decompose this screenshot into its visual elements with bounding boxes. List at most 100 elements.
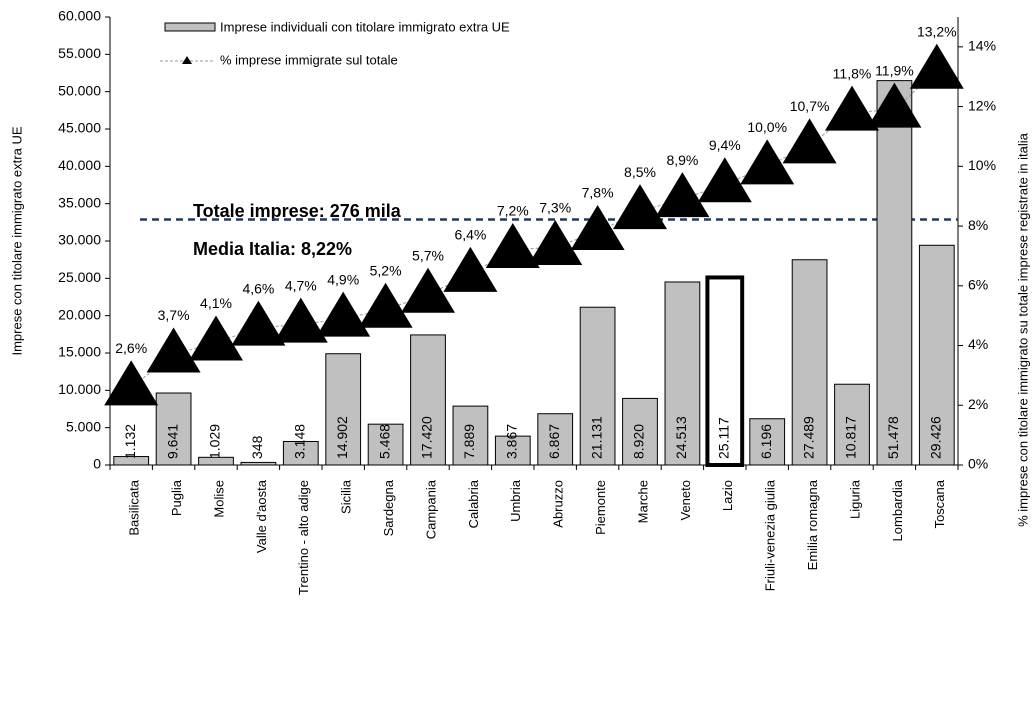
- bar-value-label: 6.196: [758, 424, 774, 459]
- marker: [231, 300, 286, 346]
- bar: [834, 383, 870, 466]
- legend-label: % imprese immigrate sul totale: [220, 52, 398, 67]
- bar-value-label: 5.468: [376, 424, 392, 459]
- x-tick-label: Marche: [635, 480, 650, 523]
- marker: [825, 85, 879, 131]
- bar-value-label: 24.513: [673, 416, 689, 459]
- y-tick-label: 20.000: [58, 306, 101, 322]
- legend-marker: [182, 56, 192, 64]
- point-label: 4,1%: [200, 295, 232, 311]
- x-tick-label: Campania: [423, 479, 438, 539]
- point-label: 2,6%: [115, 340, 147, 356]
- x-tick-label: Piemonte: [593, 480, 608, 535]
- point-label: 7,3%: [539, 200, 571, 216]
- marker: [358, 282, 413, 328]
- bar: [705, 275, 745, 468]
- bar-value-label: 27.489: [800, 416, 816, 459]
- x-tick-label: Friuli-venezia giulia: [763, 479, 778, 591]
- marker: [528, 219, 583, 265]
- bar: [452, 405, 489, 466]
- bar-value-label: 3.148: [292, 424, 308, 459]
- marker: [443, 246, 498, 292]
- bar: [664, 281, 701, 466]
- marker: [104, 360, 159, 406]
- x-tick-label: Veneto: [678, 480, 693, 521]
- x-tick-label: Sardegna: [381, 479, 396, 536]
- bar: [155, 392, 192, 466]
- point-label: 3,7%: [158, 307, 190, 323]
- point-label: 9,4%: [709, 137, 741, 153]
- y-tick-label: 50.000: [58, 82, 101, 98]
- y-tick-label: 60.000: [58, 8, 101, 24]
- y-tick-label: 10.000: [58, 381, 101, 397]
- x-tick-label: Molise: [211, 480, 226, 518]
- point-label: 13,2%: [917, 23, 957, 39]
- bar: [537, 413, 574, 466]
- bar-value-label: 348: [249, 435, 265, 459]
- bar-value-label: 29.426: [928, 416, 944, 459]
- bar: [579, 306, 616, 466]
- legend-label: Imprese individuali con titolare immigra…: [220, 19, 510, 34]
- point-label: 4,6%: [242, 280, 274, 296]
- point-label: 4,9%: [327, 271, 359, 287]
- point-label: 8,9%: [666, 152, 698, 168]
- marker: [485, 222, 540, 268]
- x-tick-label: Sicilia: [339, 479, 354, 514]
- bar: [876, 80, 913, 466]
- y2-tick-label: 0%: [968, 456, 988, 472]
- marker: [655, 172, 710, 218]
- y2-axis-title: % imprese con titolare immigrato su tota…: [1015, 132, 1030, 527]
- point-label: 11,8%: [833, 65, 872, 81]
- x-tick-label: Emilia romagna: [805, 479, 820, 570]
- y-tick-label: 15.000: [58, 344, 101, 360]
- annotation: Totale imprese: 276 mila: [193, 201, 402, 221]
- point-label: 5,2%: [370, 262, 402, 278]
- x-tick-label: Abruzzo: [551, 480, 566, 528]
- bar: [282, 440, 319, 466]
- point-label: 7,8%: [582, 185, 614, 201]
- y-tick-label: 25.000: [58, 269, 101, 285]
- y-tick-label: 45.000: [58, 120, 101, 136]
- y-axis-title: Imprese con titolare immigrato extra UE: [9, 126, 24, 355]
- x-tick-label: Puglia: [169, 479, 184, 516]
- point-label: 6,4%: [454, 227, 486, 243]
- bar: [198, 456, 234, 466]
- y2-tick-label: 12%: [968, 97, 996, 113]
- legend-swatch: [164, 22, 216, 32]
- point-label: 4,7%: [285, 277, 317, 293]
- bar: [367, 423, 404, 466]
- y2-tick-label: 4%: [968, 336, 988, 352]
- bar-value-label: 17.420: [419, 416, 435, 459]
- bar: [749, 418, 786, 466]
- bar-value-label: 25.117: [716, 417, 732, 459]
- x-tick-label: Valle d'aosta: [254, 479, 269, 553]
- x-tick-label: Calabria: [466, 479, 481, 528]
- bar: [918, 244, 955, 466]
- x-tick-label: Lazio: [720, 480, 735, 511]
- bar: [410, 334, 446, 466]
- bar-value-label: 3.867: [504, 424, 520, 459]
- bar-value-label: 9.641: [164, 424, 180, 459]
- bar: [113, 456, 150, 466]
- y-tick-label: 55.000: [58, 45, 101, 61]
- marker: [273, 297, 328, 343]
- y2-tick-label: 8%: [968, 217, 988, 233]
- point-label: 10,0%: [747, 119, 787, 135]
- marker: [740, 139, 795, 185]
- bar-value-label: 51.478: [885, 416, 901, 459]
- y-tick-label: 40.000: [58, 157, 101, 173]
- bar-value-label: 21.131: [588, 416, 604, 459]
- point-label: 7,2%: [497, 203, 529, 219]
- marker: [782, 118, 837, 164]
- bar-value-label: 1.029: [207, 424, 223, 459]
- bar: [791, 259, 828, 466]
- y2-tick-label: 6%: [968, 277, 988, 293]
- bar: [622, 397, 658, 466]
- y2-tick-label: 10%: [968, 157, 996, 173]
- bar-value-label: 8.920: [631, 424, 647, 459]
- marker: [909, 43, 964, 89]
- marker: [189, 315, 243, 361]
- x-tick-label: Toscana: [932, 479, 947, 528]
- bar-value-label: 6.867: [546, 424, 562, 459]
